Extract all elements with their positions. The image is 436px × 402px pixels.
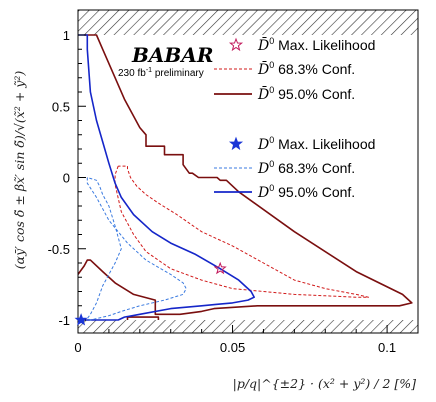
legend-label: D̄0 68.3% Conf. xyxy=(257,60,355,78)
y-tick-label: 0 xyxy=(63,171,70,186)
series-line xyxy=(78,34,255,321)
x-axis-title: |p/q|^{±2} · (x² + y²) / 2 [%] xyxy=(233,376,417,391)
x-tick-label: 0.05 xyxy=(220,340,245,355)
plot-frame xyxy=(77,9,419,334)
legend-label: D̄0 Max. Likelihood xyxy=(257,36,375,54)
axes-ticks: 0 0.05 0.1 1 0.5 0 -0.5 -1 xyxy=(48,28,419,355)
x-tick-label: 0.1 xyxy=(378,340,396,355)
legend-marker xyxy=(228,37,244,52)
markers-layer xyxy=(74,261,227,326)
d0bar-star-marker xyxy=(213,261,227,275)
series-line xyxy=(78,34,413,316)
hatch-band-top xyxy=(78,10,418,35)
legend-item: D0 95.0% Conf. xyxy=(214,183,355,201)
luminosity-label: 230 fb-1 preliminary xyxy=(118,67,204,79)
legend-item: D̄0 95.0% Conf. xyxy=(214,85,355,103)
y-axis-title: (αȳ′ cos δ̃ ± βx̃′ sin δ̃)/√(x̃² + ỹ²) xyxy=(12,71,27,270)
legend-marker xyxy=(228,136,244,151)
x-tick-label: 0 xyxy=(74,340,81,355)
hatched-bands xyxy=(78,10,418,333)
series-line xyxy=(126,316,160,320)
legend-item: D̄0 68.3% Conf. xyxy=(214,60,355,78)
legend-item: D̄0 Max. Likelihood xyxy=(228,36,375,54)
y-tick-label: -0.5 xyxy=(48,242,70,257)
series-line xyxy=(86,177,187,321)
legend-item: D0 Max. Likelihood xyxy=(228,135,375,153)
d0-star-marker xyxy=(74,313,88,326)
y-tick-label: 1 xyxy=(63,28,70,43)
legend-label: D0 68.3% Conf. xyxy=(257,159,355,177)
series-line xyxy=(114,165,369,298)
y-tick-label: 0.5 xyxy=(52,99,70,114)
legend: D̄0 Max. Likelihood D̄0 68.3% Conf. D̄0 95… xyxy=(214,36,375,201)
y-tick-label: -1 xyxy=(58,313,70,328)
legend-label: D̄0 95.0% Conf. xyxy=(257,85,355,103)
experiment-logo: BABAR xyxy=(131,43,213,67)
legend-item: D0 68.3% Conf. xyxy=(214,159,355,177)
series-layer xyxy=(78,34,413,321)
legend-label: D0 95.0% Conf. xyxy=(257,183,355,201)
legend-label: D0 Max. Likelihood xyxy=(257,135,375,153)
hatch-band-bottom xyxy=(78,320,418,333)
